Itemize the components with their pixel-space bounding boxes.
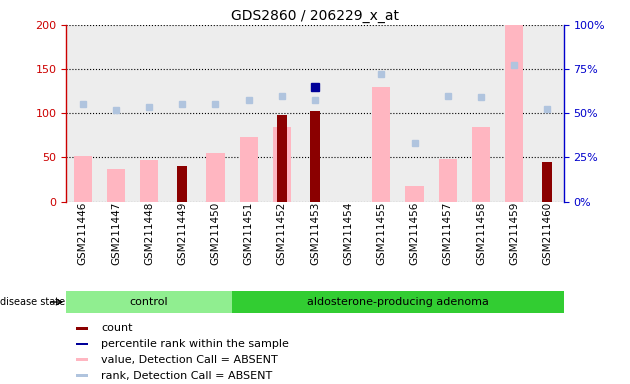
Bar xyxy=(372,87,391,202)
Bar xyxy=(177,166,187,202)
Bar xyxy=(239,137,258,202)
Bar xyxy=(132,25,166,202)
Bar xyxy=(74,156,92,202)
Bar xyxy=(431,25,464,202)
Bar xyxy=(265,25,299,202)
Text: GSM211450: GSM211450 xyxy=(210,202,220,265)
Bar xyxy=(66,25,100,202)
Text: aldosterone-producing adenoma: aldosterone-producing adenoma xyxy=(307,297,489,307)
Bar xyxy=(76,358,88,361)
Bar xyxy=(66,291,232,313)
Bar xyxy=(299,25,331,202)
Text: GSM211447: GSM211447 xyxy=(111,202,121,265)
Bar xyxy=(76,374,88,377)
Bar xyxy=(498,25,530,202)
Text: GSM211452: GSM211452 xyxy=(277,202,287,265)
Text: GSM211448: GSM211448 xyxy=(144,202,154,265)
Bar xyxy=(232,291,564,313)
Bar xyxy=(310,111,320,202)
Bar xyxy=(277,115,287,202)
Text: GSM211446: GSM211446 xyxy=(77,202,88,265)
Text: control: control xyxy=(130,297,168,307)
Text: GSM211457: GSM211457 xyxy=(443,202,453,265)
Bar xyxy=(107,169,125,202)
Text: GSM211458: GSM211458 xyxy=(476,202,486,265)
Text: value, Detection Call = ABSENT: value, Detection Call = ABSENT xyxy=(101,355,278,365)
Bar xyxy=(365,25,398,202)
Text: rank, Detection Call = ABSENT: rank, Detection Call = ABSENT xyxy=(101,371,272,381)
Bar xyxy=(542,162,553,202)
Title: GDS2860 / 206229_x_at: GDS2860 / 206229_x_at xyxy=(231,8,399,23)
Bar xyxy=(76,327,88,329)
Bar xyxy=(530,25,564,202)
Bar xyxy=(140,160,158,202)
Bar xyxy=(406,186,423,202)
Bar xyxy=(166,25,199,202)
Text: disease state: disease state xyxy=(0,297,65,307)
Text: GSM211453: GSM211453 xyxy=(310,202,320,265)
Bar xyxy=(331,25,365,202)
Bar xyxy=(199,25,232,202)
Text: GSM211454: GSM211454 xyxy=(343,202,353,265)
Text: count: count xyxy=(101,323,132,333)
Bar xyxy=(398,25,431,202)
Text: GSM211459: GSM211459 xyxy=(509,202,519,265)
Bar xyxy=(207,153,224,202)
Text: GSM211455: GSM211455 xyxy=(376,202,386,265)
Text: GSM211449: GSM211449 xyxy=(177,202,187,265)
Bar xyxy=(505,25,523,202)
Text: GSM211460: GSM211460 xyxy=(542,202,553,265)
Bar xyxy=(273,127,291,202)
Bar xyxy=(100,25,132,202)
Bar xyxy=(76,343,88,346)
Text: GSM211451: GSM211451 xyxy=(244,202,254,265)
Bar xyxy=(472,127,490,202)
Bar xyxy=(464,25,498,202)
Bar xyxy=(438,159,457,202)
Bar xyxy=(232,25,265,202)
Text: percentile rank within the sample: percentile rank within the sample xyxy=(101,339,289,349)
Text: GSM211456: GSM211456 xyxy=(410,202,420,265)
